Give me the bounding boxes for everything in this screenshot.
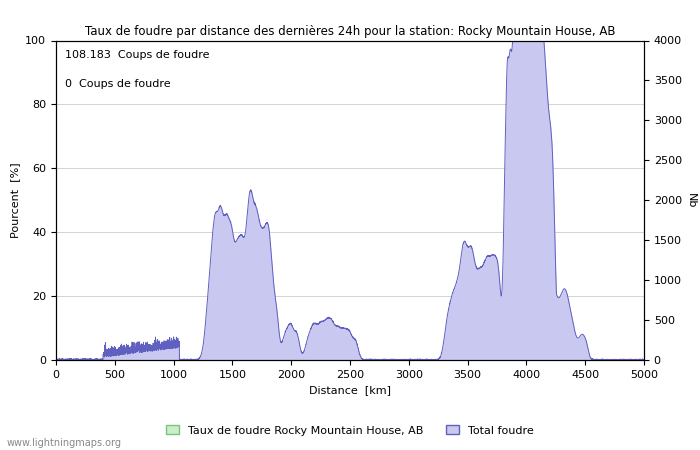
Title: Taux de foudre par distance des dernières 24h pour la station: Rocky Mountain Ho: Taux de foudre par distance des dernière… — [85, 25, 615, 38]
Legend: Taux de foudre Rocky Mountain House, AB, Total foudre: Taux de foudre Rocky Mountain House, AB,… — [162, 421, 538, 440]
Text: 0  Coups de foudre: 0 Coups de foudre — [65, 79, 170, 89]
Text: www.lightningmaps.org: www.lightningmaps.org — [7, 438, 122, 448]
Text: 108.183  Coups de foudre: 108.183 Coups de foudre — [65, 50, 209, 60]
Y-axis label: Pourcent  [%]: Pourcent [%] — [10, 162, 20, 238]
X-axis label: Distance  [km]: Distance [km] — [309, 385, 391, 395]
Y-axis label: Nb: Nb — [686, 193, 696, 208]
